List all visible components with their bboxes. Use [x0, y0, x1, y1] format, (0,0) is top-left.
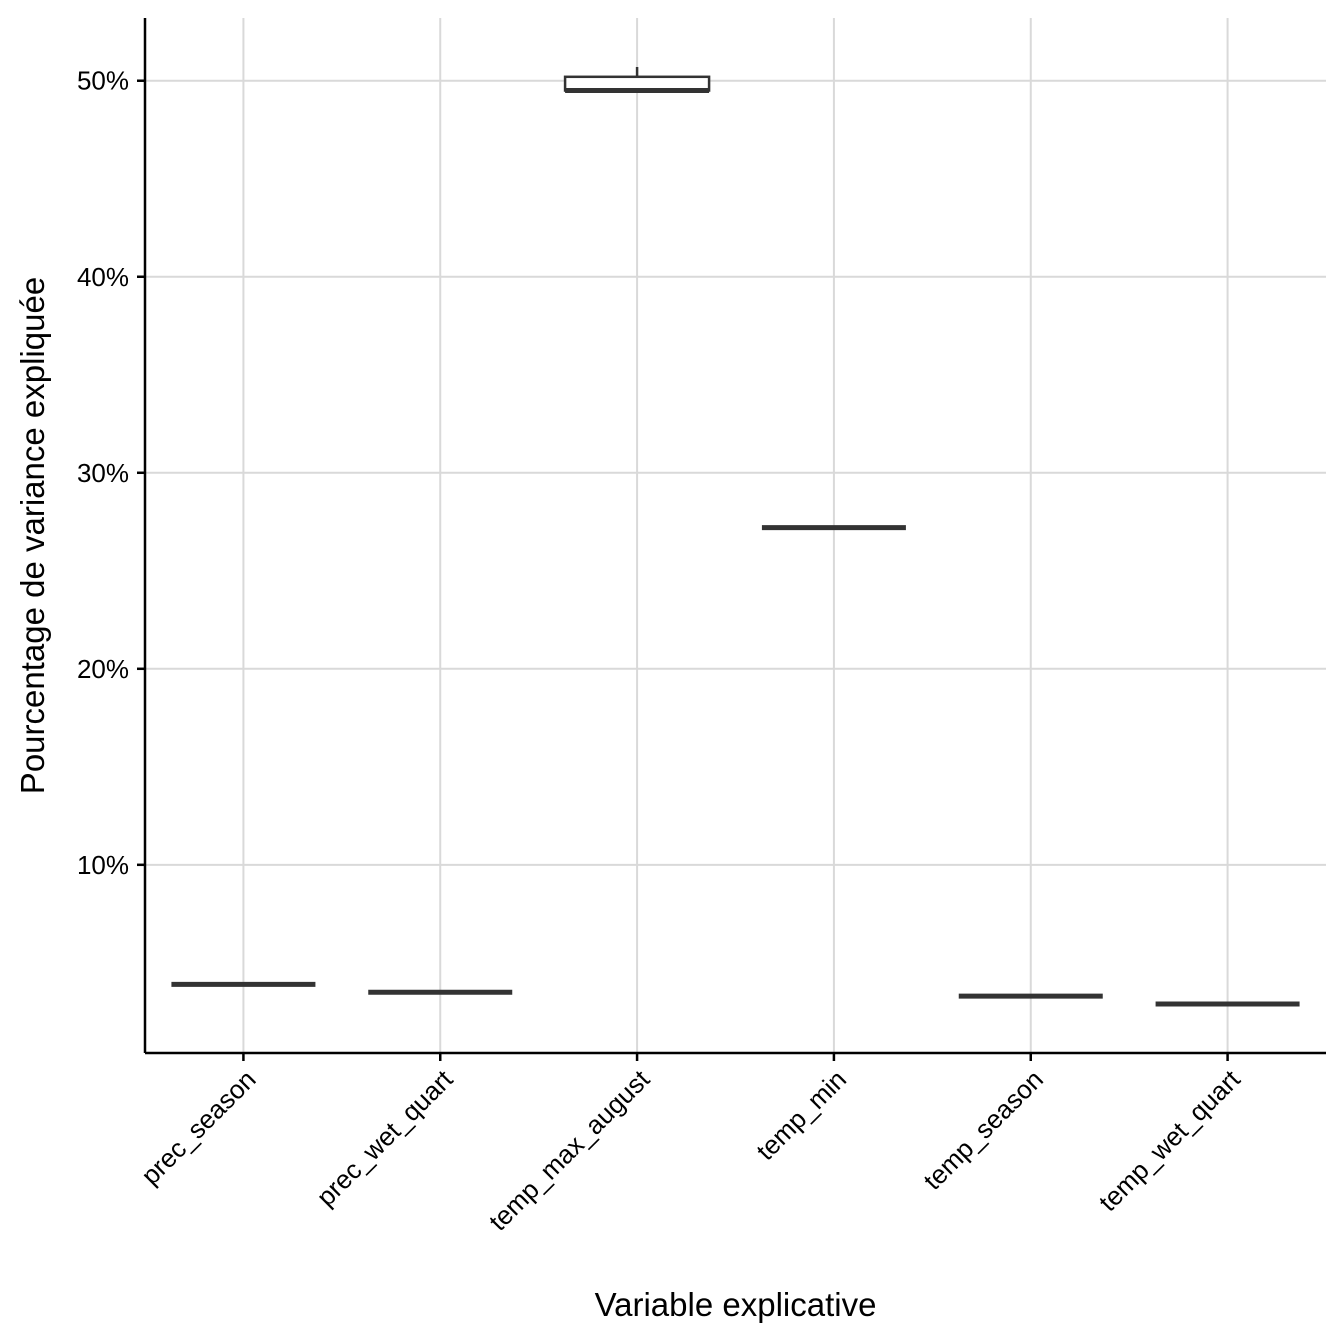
x-tick-label-prec_wet_quart: prec_wet_quart — [311, 1063, 459, 1211]
y-tick-label: 20% — [77, 654, 129, 684]
axis-layer: 10% 20% 30% 40% 50% prec_season prec_wet_quart… — [77, 18, 1326, 1236]
x-tick-label-temp_wet_quart: temp_wet_quart — [1093, 1063, 1247, 1217]
y-tick-label: 30% — [77, 458, 129, 488]
y-tick-label: 40% — [77, 262, 129, 292]
x-axis-title: Variable explicative — [595, 1286, 877, 1323]
y-axis-title: Pourcentage de variance expliquée — [14, 277, 51, 794]
box-layer — [171, 67, 1300, 1007]
x-tick-label-temp_min: temp_min — [750, 1064, 852, 1166]
x-tick-label-temp_season: temp_season — [917, 1064, 1049, 1196]
grid-layer — [145, 18, 1326, 1053]
x-tick-label-temp_max_august: temp_max_august — [483, 1063, 656, 1236]
y-tick-label: 50% — [77, 66, 129, 96]
y-tick-label: 10% — [77, 850, 129, 880]
box-temp_max_august — [563, 67, 711, 94]
x-tick-label-prec_season: prec_season — [135, 1064, 261, 1190]
